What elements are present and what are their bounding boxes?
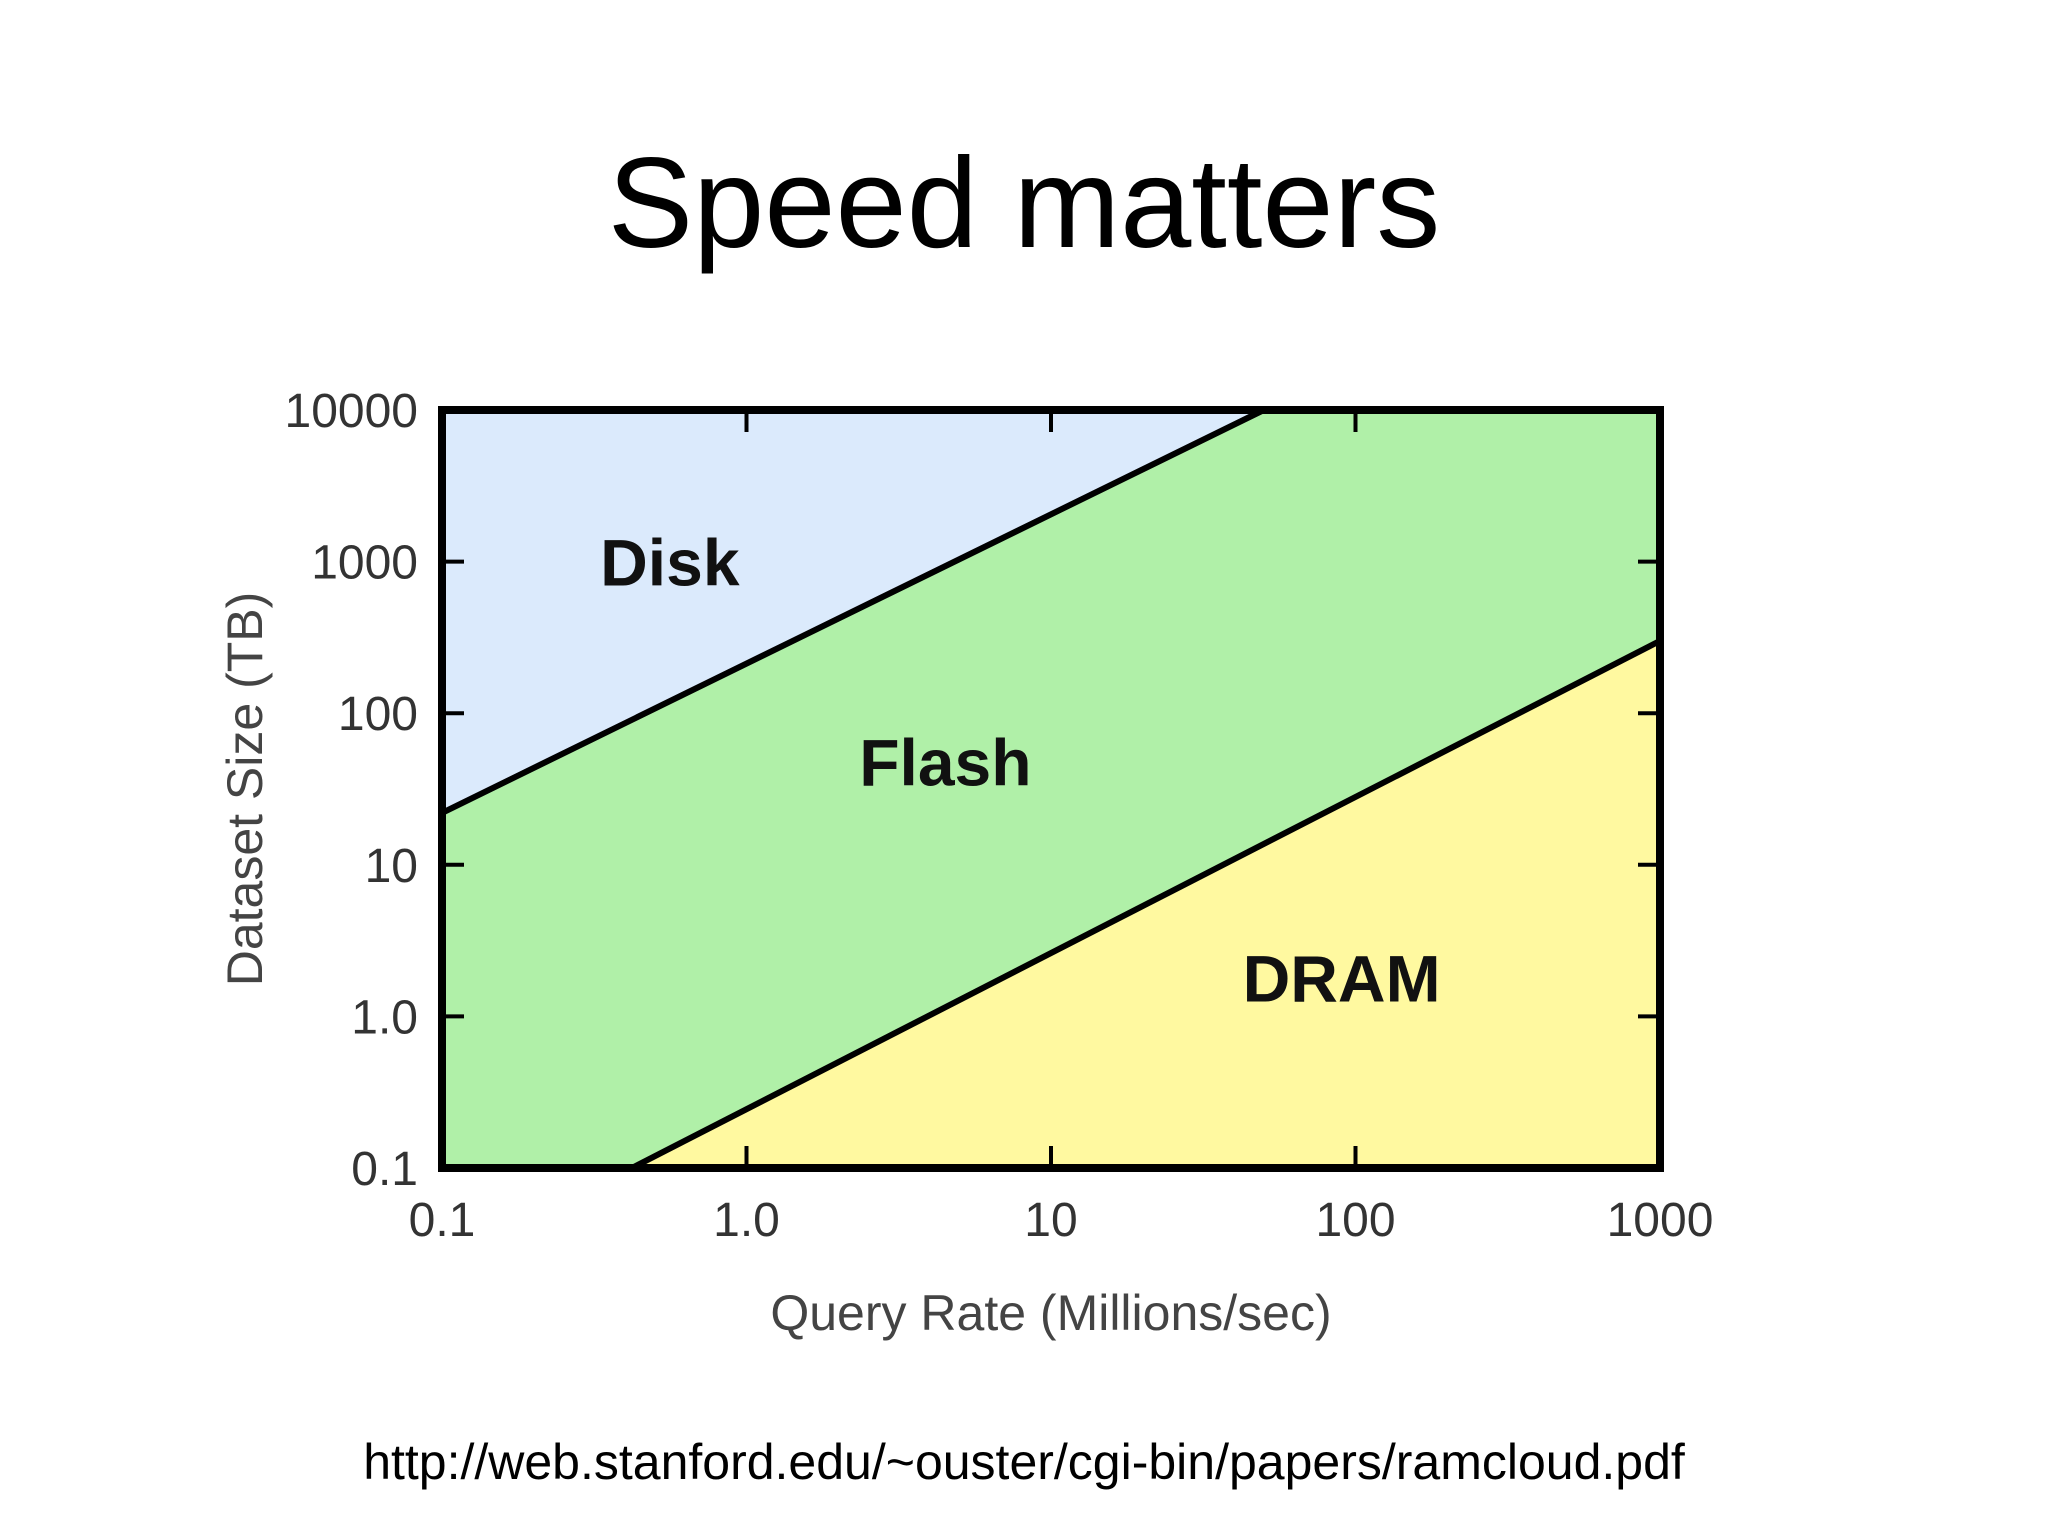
chart-plot-area [442,410,1660,1168]
chart-boundaries [440,407,1662,1171]
x-tick-label: 0.1 [409,1194,476,1247]
region-dram [631,640,1660,1168]
x-tick-label: 1000 [1607,1194,1714,1247]
x-tick-label: 10 [1024,1194,1077,1247]
y-tick-label: 0.1 [351,1143,418,1196]
x-tick-label: 100 [1315,1194,1395,1247]
boundary-disk-flash [440,407,1266,816]
chart-region-labels: Disk Flash DRAM [600,526,1440,1016]
y-tick-label: 1000 [311,537,418,590]
region-label-flash: Flash [859,726,1031,800]
y-tick-label: 10 [365,840,418,893]
y-tick-label: 100 [338,688,418,741]
slide-title: Speed matters [607,132,1441,275]
boundary-flash-dram [630,638,1662,1171]
x-axis-label: Query Rate (Millions/sec) [770,1285,1331,1341]
chart-tick-labels: 0.1 1.0 10 100 1000 0.1 1.0 10 100 1000 10000 [285,385,1714,1247]
region-label-disk: Disk [600,526,740,600]
region-label-dram: DRAM [1243,942,1441,1016]
chart-ticks [442,410,1660,1168]
y-tick-label: 1.0 [351,991,418,1044]
source-url: http://web.stanford.edu/~ouster/cgi-bin/… [363,1434,1685,1490]
x-tick-label: 1.0 [713,1194,780,1247]
y-axis-label: Dataset Size (TB) [217,592,273,987]
y-tick-label: 10000 [285,385,418,438]
